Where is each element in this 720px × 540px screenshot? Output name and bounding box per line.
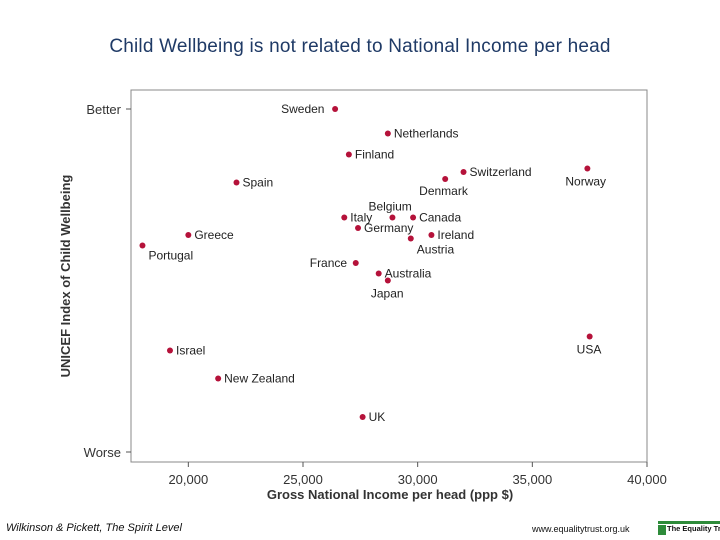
data-label-finland: Finland bbox=[355, 148, 394, 162]
data-point-germany bbox=[355, 225, 362, 231]
data-label-austria: Austria bbox=[417, 243, 455, 257]
data-label-canada: Canada bbox=[419, 211, 461, 225]
data-label-denmark: Denmark bbox=[419, 184, 469, 198]
data-label-spain: Spain bbox=[242, 176, 273, 190]
footer-url[interactable]: www.equalitytrust.org.uk bbox=[532, 524, 630, 534]
equality-trust-logo: The Equality Trust bbox=[658, 521, 720, 540]
data-point-spain bbox=[233, 179, 240, 186]
data-point-ireland bbox=[428, 232, 435, 238]
chart-title: Child Wellbeing is not related to Nation… bbox=[109, 36, 611, 57]
logo-bar bbox=[658, 521, 720, 524]
data-point-france bbox=[352, 260, 359, 266]
data-point-usa bbox=[586, 333, 593, 340]
x-tick-label: 20,000 bbox=[168, 472, 208, 487]
y-axis-label: UNICEF Index of Child Wellbeing bbox=[58, 175, 73, 378]
plot-frame bbox=[130, 89, 648, 463]
data-label-netherlands: Netherlands bbox=[394, 127, 459, 141]
data-point-uk bbox=[359, 414, 366, 420]
data-point-italy bbox=[341, 214, 348, 221]
chart-axes: 20,000 25,000 30,000 35,000 40,000 Better Wors… bbox=[84, 89, 667, 487]
data-point-denmark bbox=[442, 176, 449, 182]
data-point-japan bbox=[384, 277, 391, 284]
x-tick-label: 35,000 bbox=[512, 472, 552, 487]
x-tick-label: 25,000 bbox=[283, 472, 323, 487]
data-label-new-zealand: New Zealand bbox=[224, 372, 295, 386]
data-label-israel: Israel bbox=[176, 344, 205, 358]
data-label-norway: Norway bbox=[565, 175, 606, 189]
scatter-chart: 20,000 25,000 30,000 35,000 40,000 Better Wors… bbox=[58, 89, 667, 502]
data-label-germany: Germany bbox=[364, 221, 413, 235]
data-label-italy: Italy bbox=[350, 211, 372, 225]
data-label-belgium: Belgium bbox=[368, 200, 411, 214]
data-point-switzerland bbox=[460, 169, 467, 175]
logo-block bbox=[658, 525, 666, 535]
data-point-netherlands bbox=[384, 130, 391, 137]
y-tick-label: Better bbox=[86, 102, 121, 117]
data-label-usa: USA bbox=[577, 343, 602, 357]
data-label-portugal: Portugal bbox=[148, 249, 193, 263]
y-tick-label: Worse bbox=[84, 445, 121, 460]
data-label-france: France bbox=[310, 256, 348, 270]
data-label-switzerland: Switzerland bbox=[470, 165, 532, 179]
data-label-japan: Japan bbox=[371, 287, 404, 301]
data-label-sweden: Sweden bbox=[281, 102, 324, 116]
data-label-ireland: Ireland bbox=[437, 228, 474, 242]
data-point-israel bbox=[166, 347, 173, 354]
data-point-sweden bbox=[332, 106, 339, 112]
data-point-canada bbox=[410, 214, 417, 221]
data-point-portugal bbox=[139, 242, 146, 249]
data-label-greece: Greece bbox=[194, 228, 234, 242]
data-point-belgium bbox=[389, 214, 396, 221]
data-point-finland bbox=[345, 151, 352, 158]
data-point-greece bbox=[185, 232, 192, 238]
data-point-norway bbox=[584, 165, 591, 172]
data-label-uk: UK bbox=[369, 410, 386, 424]
footer-citation: Wilkinson & Pickett, The Spirit Level bbox=[6, 522, 182, 534]
data-point-new-zealand bbox=[215, 375, 222, 382]
logo-text: The Equality Trust bbox=[667, 524, 720, 533]
x-tick-label: 40,000 bbox=[627, 472, 667, 487]
data-point-austria bbox=[407, 235, 414, 242]
data-point-australia bbox=[375, 270, 382, 277]
data-label-australia: Australia bbox=[385, 267, 432, 281]
x-axis-label: Gross National Income per head (ppp $) bbox=[267, 487, 513, 502]
x-tick-label: 30,000 bbox=[398, 472, 438, 487]
